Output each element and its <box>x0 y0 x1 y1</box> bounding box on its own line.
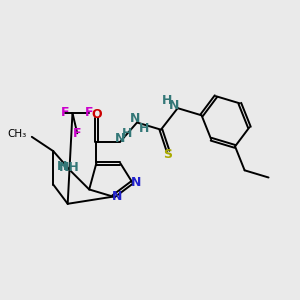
Text: N: N <box>112 190 122 203</box>
Text: F: F <box>85 106 94 119</box>
Text: N: N <box>129 112 140 125</box>
Text: N: N <box>115 131 125 145</box>
Text: N: N <box>169 99 179 112</box>
Text: H: H <box>139 122 149 135</box>
Text: H: H <box>56 160 67 173</box>
Text: H: H <box>162 94 172 107</box>
Text: CH₃: CH₃ <box>8 130 27 140</box>
Text: F: F <box>73 127 82 140</box>
Text: F: F <box>61 106 70 119</box>
Text: H: H <box>122 127 133 140</box>
Text: O: O <box>91 108 102 121</box>
Text: N: N <box>130 176 141 189</box>
Text: S: S <box>164 148 172 161</box>
Text: NH: NH <box>58 161 79 174</box>
